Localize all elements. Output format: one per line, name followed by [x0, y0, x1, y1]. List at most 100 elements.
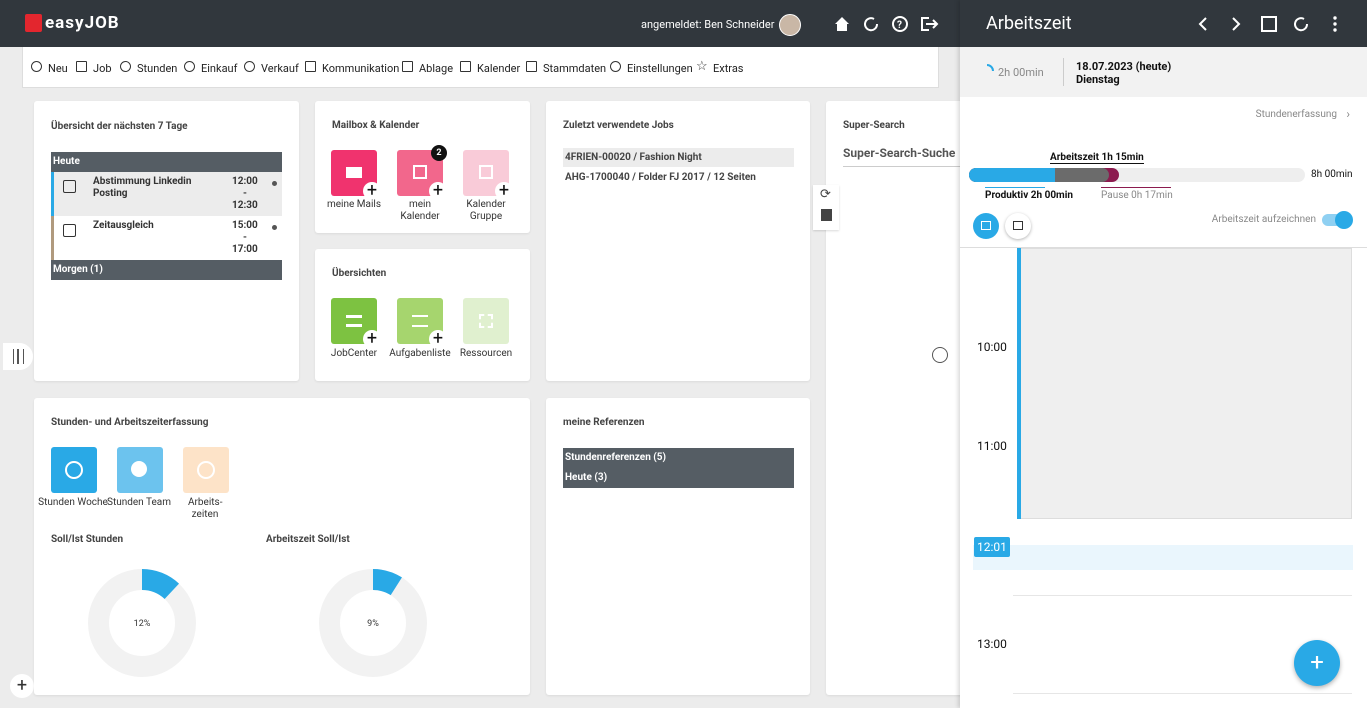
help-icon[interactable] — [821, 209, 832, 221]
menu-icon[interactable] — [1333, 16, 1337, 20]
add-widget-button[interactable]: + — [10, 674, 34, 698]
worktime-block[interactable] — [1017, 248, 1352, 519]
home-office-button[interactable] — [973, 213, 999, 239]
references-card: meine Referenzen Stundenreferenzen (5) H… — [546, 398, 810, 695]
toolbar-item[interactable]: Extras — [713, 62, 744, 75]
overviews-card: Übersichten + JobCenter + Aufgabenliste … — [315, 249, 530, 381]
hours-link[interactable]: Stundenerfassung — [1255, 109, 1337, 120]
sidebar-handle[interactable] — [3, 343, 33, 370]
tile-label: Kalender Gruppe — [466, 199, 506, 222]
current-time: 12:01 — [974, 537, 1010, 557]
toolbar-icon — [244, 61, 255, 72]
toolbar-item[interactable]: Stunden — [137, 62, 178, 75]
group-header[interactable]: Morgen (1) — [51, 260, 282, 280]
event[interactable]: Abstimmung Linkedin Posting 12:00 - 12:3… — [51, 172, 282, 216]
group-header[interactable]: Stundenreferenzen (5) — [563, 448, 794, 468]
prev-icon[interactable] — [1198, 17, 1207, 31]
avatar[interactable] — [779, 14, 801, 36]
button-icon — [981, 221, 991, 230]
tile[interactable] — [183, 447, 229, 493]
event-icon — [63, 180, 76, 193]
card-title: Super-Search — [843, 120, 905, 131]
svg-text:?: ? — [897, 20, 902, 31]
pause-label: Pause 0h 17min — [1101, 190, 1173, 201]
home-icon[interactable] — [835, 17, 849, 31]
event-icon — [63, 224, 76, 237]
tile-icon — [479, 314, 493, 328]
tile-icon — [479, 165, 493, 179]
sync-icon[interactable]: ⟳ — [820, 187, 831, 202]
tile-label: mein Kalender — [400, 199, 440, 222]
clock-icon[interactable] — [932, 347, 948, 363]
job-row[interactable]: AHG-1700040 / Folder FJ 2017 / 12 Seiten — [563, 168, 794, 187]
group-label: Morgen (1) — [53, 264, 103, 275]
tile-label: Stunden Team — [107, 497, 171, 508]
card-title: Mailbox & Kalender — [332, 120, 420, 131]
tile-label: Aufgabenliste — [389, 348, 451, 359]
tile[interactable] — [51, 447, 97, 493]
logo[interactable]: easyJOB — [45, 13, 120, 33]
toolbar-item[interactable]: Kommunikation — [322, 62, 400, 75]
toolbar-icon: ☆ — [696, 59, 708, 74]
productive-line — [985, 187, 1045, 188]
tile[interactable] — [117, 447, 163, 493]
toolbar-item[interactable]: Stammdaten — [543, 62, 607, 75]
panel-subheader — [960, 47, 1367, 97]
toolbar-icon — [31, 61, 42, 72]
toolbar-item[interactable]: Einkauf — [201, 62, 238, 75]
productive-label: Produktiv 2h 00min — [985, 190, 1073, 201]
break-button[interactable] — [1005, 213, 1031, 239]
tile-icon — [131, 461, 147, 477]
timer: 2h 00min — [998, 66, 1044, 79]
add-button[interactable]: + — [495, 182, 513, 200]
toolbar-icon — [184, 61, 195, 72]
tile[interactable] — [463, 298, 509, 344]
donut-arc — [319, 569, 427, 677]
donut-charts: 12% 9% — [88, 569, 427, 677]
tile-icon — [412, 315, 428, 327]
chevron: › — [1346, 107, 1350, 121]
toolbar-item[interactable]: Ablage — [419, 62, 454, 75]
record-toggle[interactable] — [1322, 211, 1353, 229]
recent-jobs-card: Zuletzt verwendete Jobs 4FRIEN-00020 / F… — [546, 101, 810, 381]
add-button[interactable]: + — [363, 330, 381, 348]
event[interactable]: Zeitausgleich 15:00 - 17:00 — [51, 216, 282, 260]
add-button[interactable]: + — [429, 330, 447, 348]
user-label: angemeldet: Ben Schneider — [641, 18, 775, 31]
add-button[interactable]: + — [429, 182, 447, 200]
toolbar-item[interactable]: Job — [93, 62, 112, 75]
card-title: Übersicht der nächsten 7 Tage — [51, 121, 188, 132]
logo-mark — [25, 14, 42, 32]
chart-title: Arbeitszeit Soll/Ist — [266, 534, 350, 545]
help-icon[interactable] — [892, 16, 908, 32]
event-title: Abstimmung Linkedin Posting — [93, 176, 192, 199]
donut-label: 9% — [367, 619, 379, 629]
event-start: 12:00 — [232, 176, 258, 187]
divider — [960, 247, 1367, 248]
add-button[interactable]: + — [363, 182, 381, 200]
time-label: 11:00 — [977, 439, 1007, 453]
toolbar-item[interactable]: Kalender — [477, 62, 521, 75]
top-bar — [0, 0, 960, 47]
refresh-icon[interactable] — [864, 17, 879, 32]
total-label: 8h 00min — [1311, 169, 1353, 180]
search-input[interactable]: Super-Search-Suche — [843, 146, 956, 160]
refresh-icon[interactable] — [1294, 17, 1309, 32]
job-row[interactable]: 4FRIEN-00020 / Fashion Night — [563, 148, 794, 167]
group-header[interactable]: Heute — [51, 152, 282, 172]
group-header[interactable]: Heute (3) — [563, 468, 794, 488]
add-entry-button[interactable]: + — [1294, 640, 1340, 686]
calendar-icon[interactable] — [1261, 16, 1277, 32]
group-label: Heute — [53, 156, 80, 167]
header-icons: ? — [835, 16, 939, 32]
worktime-label: Arbeitszeit 1h 15min — [1050, 152, 1144, 164]
toolbar-item[interactable]: Einstellungen — [627, 62, 693, 75]
logout-icon[interactable] — [921, 17, 939, 31]
toolbar-item[interactable]: Neu — [48, 62, 68, 75]
panel-header — [960, 0, 1367, 47]
button-icon — [1013, 221, 1023, 230]
time-separator: - — [243, 188, 247, 199]
next-icon[interactable] — [1232, 17, 1241, 31]
side-tools: ⟳ — [813, 185, 839, 230]
toolbar-item[interactable]: Verkauf — [261, 62, 299, 75]
